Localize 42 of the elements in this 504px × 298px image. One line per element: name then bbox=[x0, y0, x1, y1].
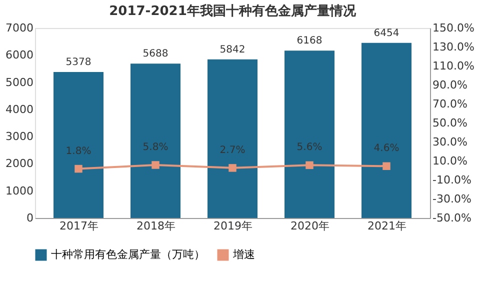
bar bbox=[130, 64, 180, 218]
y-tick-label: 0 bbox=[26, 212, 34, 224]
data-label: 5.8% bbox=[142, 142, 168, 153]
x-tick-label: 2017年 bbox=[60, 220, 98, 232]
y2-tick-label: -10.0% bbox=[432, 174, 472, 186]
data-label: 5.6% bbox=[296, 142, 322, 154]
x-tick-label: 2020年 bbox=[290, 220, 330, 232]
data-label: 5378 bbox=[66, 57, 92, 68]
x-tick-label: 2019年 bbox=[214, 220, 252, 232]
y2-tick-label: 110.0% bbox=[432, 60, 474, 72]
data-label: 2.7% bbox=[220, 144, 246, 156]
y2-tick-label: 30.0% bbox=[432, 136, 468, 148]
y-tick-label: 7000 bbox=[6, 22, 34, 34]
bar bbox=[362, 42, 412, 218]
y2-tick-label: 150.0% bbox=[432, 22, 474, 34]
y2-tick-label: -30.0% bbox=[432, 192, 472, 206]
data-label: 6454 bbox=[374, 28, 400, 39]
data-label: 5688 bbox=[142, 48, 168, 60]
data-label: 1.8% bbox=[66, 146, 92, 157]
bar bbox=[208, 59, 258, 218]
x-tick-label: 2021年 bbox=[368, 220, 406, 232]
data-label: 6168 bbox=[296, 36, 322, 47]
y-tick-label: 3000 bbox=[6, 130, 34, 144]
legend-label: 增速 bbox=[232, 248, 255, 261]
y2-tick-label: -50.0% bbox=[432, 212, 472, 224]
legend-label: 十种常用有色金属产量（万吨） bbox=[51, 248, 205, 261]
x-tick-label: 2018年 bbox=[136, 220, 176, 232]
y-tick-label: 4000 bbox=[6, 102, 34, 116]
data-label: 4.6% bbox=[374, 143, 400, 154]
y2-tick-label: 50.0% bbox=[432, 116, 468, 130]
y2-tick-label: 130.0% bbox=[432, 40, 474, 54]
y-tick-label: 6000 bbox=[6, 48, 34, 62]
chart-title: 2017-2021年我国十种有色金属产量情况 bbox=[109, 3, 357, 19]
y-tick-label: 5000 bbox=[6, 76, 34, 89]
y2-tick-label: 70.0% bbox=[432, 98, 468, 110]
bar bbox=[284, 50, 334, 218]
y-tick-label: 1000 bbox=[6, 184, 34, 198]
data-label: 5842 bbox=[220, 44, 246, 56]
y-tick-label: 2000 bbox=[6, 157, 34, 170]
y2-tick-label: 10.0% bbox=[432, 154, 468, 168]
bar bbox=[54, 72, 104, 218]
y2-tick-label: 90.0% bbox=[432, 78, 468, 92]
